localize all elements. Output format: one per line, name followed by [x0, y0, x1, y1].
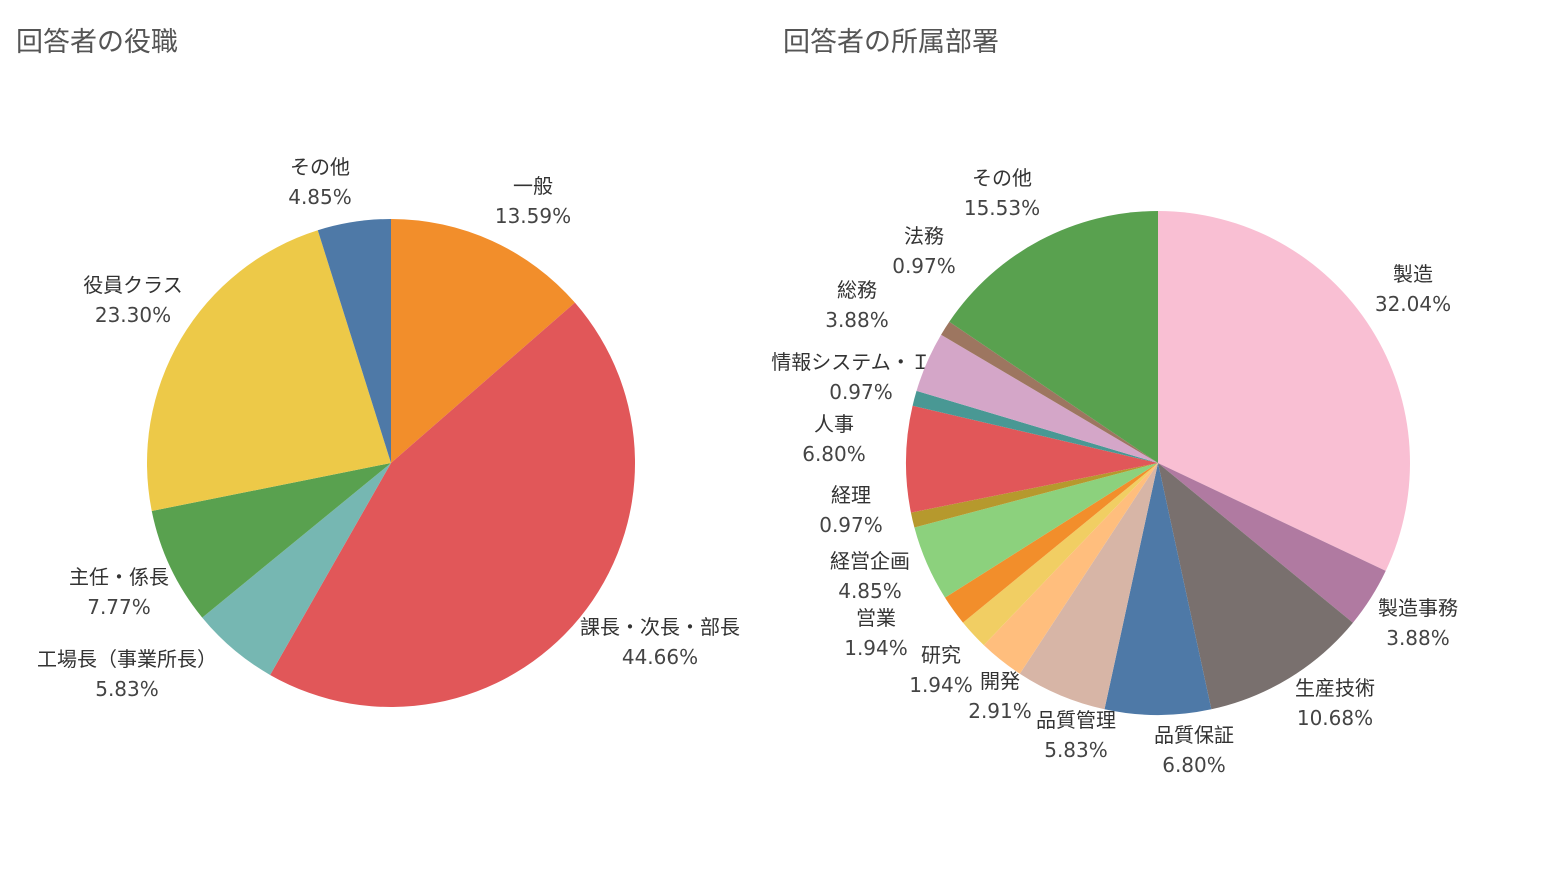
pie-department: 製造 32.04% 製造事務 3.88% 生産技術 10.68% 品質保証 6.80% 品質管理… [771, 166, 1458, 777]
slice-percent-label: 0.97% [819, 513, 883, 537]
slice-percent-label: 10.68% [1297, 706, 1373, 730]
chart-title-department: 回答者の所属部署 [783, 27, 999, 58]
pie-slice [391, 219, 575, 463]
pie-slice [945, 463, 1158, 623]
slice-label: 役員クラス [83, 273, 183, 297]
slice-percent-label: 6.80% [1162, 753, 1226, 777]
pie-slice [1158, 463, 1353, 710]
slice-percent-label: 5.83% [1044, 738, 1108, 762]
slice-label: その他 [972, 166, 1032, 190]
pie-slice [151, 463, 391, 618]
slice-percent-label: 5.83% [95, 677, 159, 701]
slice-percent-label: 44.66% [622, 645, 698, 669]
slice-percent-label: 1.94% [909, 673, 973, 697]
pie-slice [1158, 463, 1386, 623]
slice-label: 経営企画 [830, 549, 910, 573]
slice-percent-label: 7.77% [87, 595, 151, 619]
slice-label: 一般 [513, 174, 553, 198]
slice-label: 法務 [904, 224, 944, 248]
chart-title-position: 回答者の役職 [16, 27, 178, 58]
slice-percent-label: 4.85% [288, 185, 352, 209]
slice-percent-label: 3.88% [1386, 626, 1450, 650]
pie-slice [916, 334, 1158, 463]
slice-label: 情報システム・ＩＴ [771, 350, 950, 374]
slice-percent-label: 4.85% [838, 579, 902, 603]
slice-label: 総務 [837, 278, 877, 302]
slice-label: 品質管理 [1036, 708, 1116, 732]
pie-slice [983, 463, 1158, 674]
pie-slice [941, 321, 1158, 463]
pie-slice [962, 463, 1158, 646]
pie-slice [1158, 211, 1410, 571]
slice-label: 課長・次長・部長 [580, 615, 740, 639]
slice-percent-label: 32.04% [1375, 292, 1451, 316]
pie-slice [912, 390, 1158, 463]
slice-label: 品質保証 [1154, 723, 1234, 747]
pie-slice [949, 211, 1158, 463]
slice-label: 人事 [814, 412, 854, 436]
slice-percent-label: 23.30% [95, 303, 171, 327]
slice-label: 開発 [980, 669, 1020, 693]
pie-slice [270, 302, 636, 708]
slice-label: 営業 [856, 606, 896, 630]
pie-position: 一般 13.59% 課長・次長・部長 44.66% 工場長（事業所長） 5.83% 主任・係… [37, 155, 740, 708]
slice-label: 工場長（事業所長） [37, 647, 217, 671]
pie-slice [906, 405, 1158, 513]
slice-label: 生産技術 [1295, 676, 1375, 700]
slice-percent-label: 3.88% [825, 308, 889, 332]
slice-percent-label: 1.94% [844, 636, 908, 660]
pie-slice [914, 463, 1158, 598]
slice-label: 製造 [1393, 262, 1433, 286]
slice-label: 研究 [921, 643, 961, 667]
slice-label: 主任・係長 [69, 565, 169, 589]
slice-percent-label: 0.97% [829, 380, 893, 404]
slice-label: その他 [290, 155, 350, 179]
pie-slice [146, 230, 391, 511]
slice-percent-label: 2.91% [968, 699, 1032, 723]
pie-slice [1104, 463, 1212, 715]
pie-slice [317, 219, 391, 463]
pie-slice [1019, 463, 1158, 710]
pie-slice [910, 463, 1158, 528]
slice-percent-label: 13.59% [495, 204, 571, 228]
slice-percent-label: 0.97% [892, 254, 956, 278]
slice-percent-label: 6.80% [802, 442, 866, 466]
slice-label: 経理 [831, 483, 871, 507]
pie-slice [202, 463, 391, 675]
slice-label: 製造事務 [1378, 596, 1458, 620]
slice-percent-label: 15.53% [964, 196, 1040, 220]
